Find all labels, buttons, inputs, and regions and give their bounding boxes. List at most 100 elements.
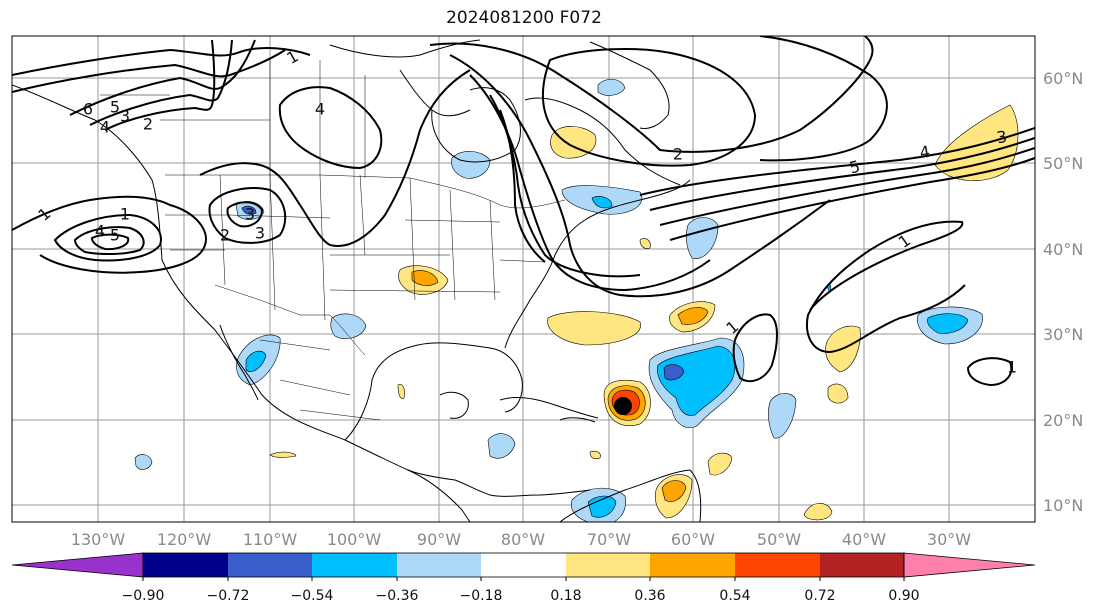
colorbar-segment	[143, 553, 228, 577]
contour-label: 3	[120, 107, 130, 126]
fill-atl-yellow-4	[827, 383, 849, 404]
fill-small-yellow-4	[589, 450, 601, 460]
colorbar-tick-label: −0.90	[122, 588, 165, 604]
hurricane-center-marker	[614, 397, 632, 415]
contour-pac-low-2	[53, 213, 162, 262]
fill-small-yellow-2	[397, 383, 405, 399]
contour-label: 5	[110, 226, 120, 245]
cuba	[499, 397, 599, 419]
colorbar-segment	[397, 553, 481, 577]
colorbar-tick-label: −0.18	[460, 588, 503, 604]
contour-pac-low-outer	[12, 195, 207, 274]
fill-atl-blue-2	[768, 393, 797, 439]
fill-pacific-blue	[134, 454, 153, 470]
fill-atl-yellow-1	[547, 311, 641, 346]
contour-nw-1	[12, 47, 311, 76]
us-mexico-border	[214, 284, 366, 356]
state-lines	[165, 174, 546, 321]
contour-atl-east-low	[966, 357, 1013, 387]
contour-label: 4	[315, 100, 325, 119]
colorbar-tick-labels: −0.90 −0.72 −0.54 −0.36 −0.18 0.18 0.36 0.54 0.7…	[122, 577, 920, 604]
fill-labrador-blue	[597, 79, 626, 96]
contour-atl-mid-1	[732, 313, 778, 383]
contour-west-low-2	[226, 201, 264, 228]
plot-frame	[11, 35, 1036, 523]
colorbar-tick-label: −0.36	[376, 588, 419, 604]
contour-west-low	[208, 187, 287, 244]
fill-sa-orange	[661, 480, 687, 502]
contours	[12, 36, 1035, 387]
colorbar-segment	[650, 553, 735, 577]
south-america-coast	[559, 469, 702, 522]
lat-label: 60°N	[1043, 69, 1083, 88]
colorbar-segment	[228, 553, 312, 577]
latitude-labels: 60°N 50°N 40°N 30°N 20°N 10°N	[1043, 69, 1083, 515]
contour-trough-big-5	[499, 109, 546, 263]
contour-label: 2	[143, 115, 153, 134]
lon-label: 120°W	[157, 530, 212, 549]
hispaniola	[559, 417, 596, 423]
lat-label: 30°N	[1043, 325, 1083, 344]
lon-label: 90°W	[417, 530, 461, 549]
colorbar-tick-label: 0.72	[804, 588, 835, 604]
contour-nw-5	[104, 39, 216, 131]
colorbar-segment	[820, 553, 904, 577]
contour-north-right	[759, 36, 888, 162]
contour-label: 3	[995, 127, 1008, 147]
contour-label: 5	[847, 157, 862, 178]
lon-label: 110°W	[243, 530, 298, 549]
contour-ridge-1	[199, 69, 471, 247]
colorbar-tick-label: −0.72	[207, 588, 250, 604]
lon-label: 60°W	[671, 530, 715, 549]
contour-labrador-high	[542, 47, 757, 167]
fill-carib-blue	[487, 433, 516, 459]
anomaly-fills	[134, 79, 1019, 522]
fill-texas-blue	[330, 313, 367, 339]
north-america-coast	[12, 84, 471, 522]
fill-small-yellow-3	[639, 238, 651, 249]
contour-jet-4	[669, 157, 1035, 241]
colorbar-segment	[735, 553, 820, 577]
colorbar-tick-label: 0.54	[719, 588, 750, 604]
contour-label: 3	[255, 224, 265, 243]
colorbar-segment	[481, 553, 566, 577]
contour-trough-big-2	[449, 54, 831, 298]
contour-east-atl-1	[806, 220, 966, 354]
contour-jet-2	[649, 137, 1035, 211]
colorbar-tick-label: −0.54	[291, 588, 334, 604]
contour-trough-big-outer	[429, 36, 874, 153]
contour-jet-1	[639, 127, 1035, 196]
fill-eastatl-blue-2	[927, 313, 969, 334]
contour-label: 2	[673, 145, 683, 164]
lon-label: 30°W	[927, 530, 971, 549]
greenland-coast	[589, 41, 670, 129]
contour-label: 4	[100, 118, 110, 137]
fill-sa-yellow-2	[803, 503, 833, 521]
lon-label: 70°W	[587, 530, 631, 549]
fill-midwest-orange	[411, 270, 439, 286]
contour-label: 6	[83, 100, 93, 119]
lon-label: 130°W	[71, 530, 126, 549]
state-borders	[100, 60, 566, 421]
contour-label: 1	[1007, 358, 1017, 377]
fill-atl-blue-main-2	[657, 345, 736, 416]
contour-pac-low-4	[90, 233, 130, 251]
gulf-coast	[344, 342, 523, 441]
contour-label: 2	[220, 226, 230, 245]
fill-eastatlantic-yellow	[934, 104, 1019, 181]
colorbar-tick-label: 0.36	[634, 588, 665, 604]
contour-label: 1	[120, 205, 130, 224]
lon-label: 80°W	[501, 530, 545, 549]
colorbar-extend-high	[903, 552, 1036, 578]
lat-label: 20°N	[1043, 411, 1083, 430]
fill-small-yellow-1	[269, 451, 297, 458]
lon-label: 40°W	[842, 530, 886, 549]
colorbar	[11, 552, 1036, 578]
fill-atl-orange-2	[677, 307, 709, 325]
central-america-coast	[407, 469, 591, 497]
labrador-coast	[524, 97, 681, 186]
fill-carib-yellow	[707, 452, 733, 476]
yucatan-coast	[439, 391, 469, 419]
contour-jet-3	[659, 147, 1035, 226]
lon-label: 100°W	[327, 530, 382, 549]
